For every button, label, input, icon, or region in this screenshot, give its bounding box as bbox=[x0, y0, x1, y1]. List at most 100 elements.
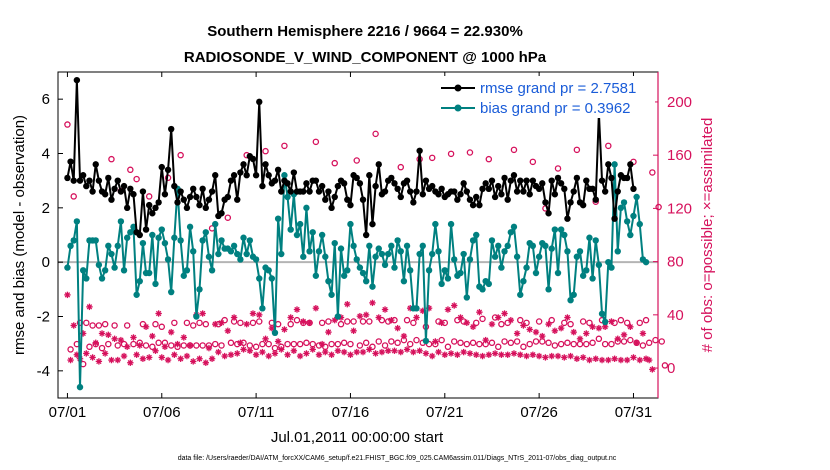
bias-point bbox=[92, 237, 99, 244]
obs-assimilated-point bbox=[535, 352, 543, 360]
bias-point bbox=[108, 250, 115, 258]
obs-possible-point bbox=[331, 159, 338, 167]
obs-assimilated-point bbox=[92, 339, 99, 346]
rmse-point bbox=[548, 177, 555, 184]
bias-point bbox=[570, 291, 577, 298]
obs-possible-point bbox=[95, 322, 103, 329]
obs-assimilated-point bbox=[322, 348, 329, 356]
y-tick-label: 0 bbox=[42, 254, 50, 271]
x-tick-label: 07/16 bbox=[332, 404, 370, 421]
obs-assimilated-point bbox=[561, 354, 568, 361]
bias-point bbox=[136, 277, 143, 285]
obs-assimilated-point bbox=[403, 346, 411, 353]
x-axis: 07/01 07/06 07/11 07/16 07/21 07/26 07/31 bbox=[49, 72, 653, 421]
obs-possible-point bbox=[645, 339, 653, 347]
bias-point bbox=[111, 264, 118, 271]
obs-possible-point bbox=[155, 339, 162, 347]
obs-assimilated-point bbox=[413, 314, 420, 321]
bias-point bbox=[623, 218, 631, 225]
obs-assimilated-point bbox=[224, 327, 232, 335]
bias-point bbox=[237, 256, 244, 263]
obs-assimilated-point bbox=[523, 352, 530, 360]
obs-assimilated-point bbox=[252, 351, 260, 358]
obs-possible-point bbox=[517, 316, 524, 324]
bias-point bbox=[350, 242, 357, 250]
rmse-point bbox=[312, 177, 320, 184]
rmse-point bbox=[630, 185, 637, 193]
bias-point bbox=[504, 242, 511, 250]
bias-point bbox=[152, 280, 159, 288]
obs-possible-point bbox=[105, 340, 112, 348]
obs-assimilated-point bbox=[196, 355, 203, 362]
obs-assimilated-point bbox=[180, 334, 187, 341]
obs-assimilated-point bbox=[432, 338, 439, 345]
rmse-point bbox=[136, 231, 143, 239]
rmse-point bbox=[535, 185, 543, 193]
x-axis-label: Jul.01,2011 00:00:00 start bbox=[271, 429, 444, 446]
bias-point bbox=[205, 253, 213, 260]
rmse-point bbox=[435, 191, 442, 198]
rmse-point bbox=[89, 188, 96, 195]
obs-possible-point bbox=[388, 338, 395, 345]
bias-point bbox=[627, 231, 634, 239]
obs-assimilated-point bbox=[520, 322, 527, 329]
obs-assimilated-point bbox=[513, 330, 521, 337]
rmse-point bbox=[501, 174, 508, 182]
obs-assimilated-point bbox=[142, 323, 150, 331]
bias-point bbox=[312, 272, 320, 279]
obs-assimilated-point bbox=[123, 343, 131, 350]
rmse-point bbox=[218, 210, 225, 217]
rmse-point bbox=[318, 182, 326, 190]
obs-assimilated-point bbox=[469, 323, 477, 331]
y-tick-label: -2 bbox=[37, 309, 50, 326]
rmse-point bbox=[256, 98, 263, 106]
obs-possible-point bbox=[347, 340, 354, 348]
obs-possible-point bbox=[366, 318, 373, 325]
obs-possible-point bbox=[403, 316, 411, 324]
rmse-point bbox=[92, 161, 99, 168]
rmse-point bbox=[583, 177, 590, 184]
obs-possible-point bbox=[642, 316, 650, 324]
obs-assimilated-point bbox=[391, 347, 398, 354]
obs-possible-point bbox=[344, 318, 351, 325]
bias-point bbox=[322, 253, 329, 260]
bias-point bbox=[120, 267, 128, 274]
obs-possible-point bbox=[639, 342, 647, 349]
bias-point bbox=[372, 253, 379, 260]
rmse-point bbox=[95, 177, 103, 184]
obs-possible-point bbox=[252, 343, 260, 351]
obs-possible-point bbox=[658, 338, 666, 345]
bias-point bbox=[353, 256, 360, 263]
obs-assimilated-point bbox=[205, 344, 213, 352]
y-tick-label: 2 bbox=[42, 200, 50, 217]
rmse-point bbox=[161, 191, 169, 198]
rmse-point bbox=[145, 201, 153, 209]
rmse-point bbox=[243, 172, 250, 179]
bias-point bbox=[325, 277, 332, 285]
y-tick-label: 4 bbox=[42, 146, 50, 163]
rmse-point bbox=[142, 226, 150, 233]
obs-assimilated-point bbox=[152, 347, 159, 354]
bias-point bbox=[432, 220, 439, 228]
bias-point bbox=[98, 275, 106, 282]
obs-possible-point bbox=[67, 346, 74, 353]
rmse-point bbox=[274, 166, 282, 173]
rmse-point bbox=[551, 191, 559, 198]
obs-assimilated-point bbox=[573, 355, 581, 362]
bias-point bbox=[337, 245, 345, 252]
bias-point bbox=[218, 237, 225, 244]
obs-possible-point bbox=[101, 320, 109, 328]
bias-point bbox=[457, 269, 464, 277]
rmse-point bbox=[174, 199, 181, 206]
bias-point bbox=[243, 250, 250, 258]
obs-assimilated-point bbox=[460, 348, 467, 356]
bias-point bbox=[592, 237, 599, 244]
legend-box bbox=[437, 76, 655, 118]
bias-point bbox=[64, 264, 71, 271]
x-tick-label: 07/31 bbox=[615, 404, 653, 421]
bias-point bbox=[202, 229, 209, 236]
obs-possible-point bbox=[259, 340, 266, 348]
obs-possible-point bbox=[237, 319, 244, 327]
y2-tick-label: 120 bbox=[667, 200, 692, 217]
